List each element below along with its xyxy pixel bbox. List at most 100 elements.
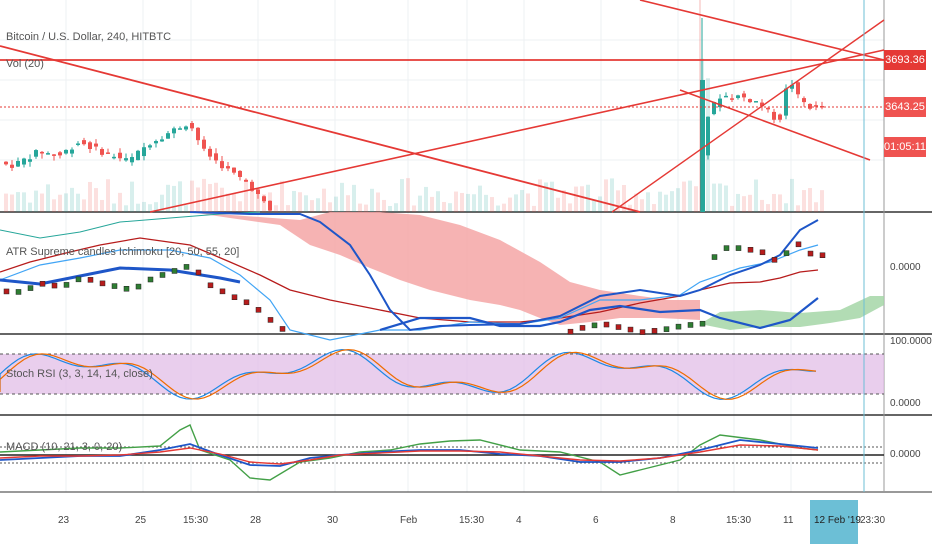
candle xyxy=(778,114,782,120)
candle xyxy=(22,158,26,165)
atr-candle xyxy=(567,328,574,335)
candle xyxy=(706,116,710,156)
volume-bar xyxy=(682,181,686,212)
candle xyxy=(244,179,248,182)
atr-candle xyxy=(663,326,670,332)
candle xyxy=(742,93,746,98)
volume-bar xyxy=(196,187,200,212)
candle xyxy=(784,88,788,116)
time-tick: 28 xyxy=(250,515,262,526)
price-tag-current: 3643.25 xyxy=(884,97,926,117)
volume-bar xyxy=(532,205,536,212)
volume-bar xyxy=(316,198,320,212)
volume-bar xyxy=(550,181,554,212)
volume-bar xyxy=(754,179,758,212)
atr-candle xyxy=(111,283,118,289)
candle xyxy=(190,123,194,129)
volume-bar xyxy=(766,204,770,212)
time-tick: 15:30 xyxy=(183,515,209,526)
atr-candle xyxy=(159,272,166,278)
atr-candle xyxy=(183,264,190,270)
volume-bar xyxy=(136,203,140,212)
volume-bar xyxy=(802,190,806,212)
atr-candle xyxy=(651,328,658,334)
time-tick: 4 xyxy=(516,515,522,526)
atr-candle xyxy=(15,289,22,295)
volume-bar xyxy=(628,204,632,212)
time-tick: 25 xyxy=(135,515,147,526)
volume-bar xyxy=(124,205,128,212)
atr-candle xyxy=(639,329,646,335)
volume-bar xyxy=(70,187,74,212)
candle xyxy=(814,105,818,107)
volume-bar xyxy=(400,179,404,212)
atr-candle xyxy=(819,252,826,258)
volume-bar xyxy=(598,196,602,212)
candle xyxy=(808,103,812,109)
volume-bar xyxy=(694,186,698,212)
atr-candle xyxy=(51,282,58,289)
volume-bar xyxy=(142,201,146,212)
volume-bar xyxy=(82,199,86,212)
price-tag-countdown: 01:05:11 xyxy=(884,137,926,157)
atr-candle xyxy=(735,245,742,251)
volume-bar xyxy=(286,205,290,212)
volume-bar xyxy=(388,205,392,212)
candle xyxy=(16,160,20,167)
atr-candle xyxy=(807,250,814,257)
candle xyxy=(766,107,770,110)
volume-bar xyxy=(748,194,752,212)
volume-bar xyxy=(376,192,380,212)
volume-bar xyxy=(226,193,230,212)
ichimoku-bull-cloud xyxy=(700,296,884,330)
candle xyxy=(58,152,62,156)
atr-candle xyxy=(279,326,286,332)
atr-candle xyxy=(759,249,766,256)
volume-bar xyxy=(406,178,410,212)
candle xyxy=(172,128,176,134)
atr-candle xyxy=(747,247,754,253)
current-date-label: 12 Feb '19 xyxy=(814,515,861,526)
atr-candle xyxy=(39,281,46,287)
atr-candle xyxy=(711,254,718,260)
atr-candle xyxy=(195,269,202,276)
atr-candle xyxy=(171,268,178,274)
candle xyxy=(802,98,806,103)
volume-bar xyxy=(658,191,662,212)
volume-bar xyxy=(562,190,566,212)
atr-candle xyxy=(147,276,154,283)
volume-bar xyxy=(244,179,248,212)
volume-bar xyxy=(382,199,386,212)
candle xyxy=(196,127,200,141)
volume-bar xyxy=(130,181,134,212)
candle xyxy=(238,170,242,177)
candle xyxy=(748,99,752,103)
atr-candle xyxy=(723,245,730,251)
candle xyxy=(124,158,128,161)
volume-bar xyxy=(274,205,278,212)
volume-bar xyxy=(676,188,680,212)
candle xyxy=(202,139,206,149)
atr-candle xyxy=(255,307,262,313)
volume-bar xyxy=(742,196,746,212)
atr-candle xyxy=(603,321,610,328)
volume-bar xyxy=(184,205,188,212)
candle xyxy=(754,101,758,103)
volume-bar xyxy=(298,192,302,212)
candle xyxy=(220,161,224,169)
volume-bar xyxy=(88,181,92,212)
volume-bar xyxy=(790,178,794,212)
candle xyxy=(100,148,104,155)
volume-bar xyxy=(568,203,572,212)
atr-zero-label: 0.0000 xyxy=(890,262,921,273)
candle xyxy=(70,149,74,154)
volume-bar xyxy=(34,190,38,212)
volume-bar xyxy=(166,184,170,212)
candle xyxy=(760,102,764,107)
volume-bar xyxy=(94,188,98,212)
macd-label: MACD (10, 21, 3, 0, 20) xyxy=(6,441,123,453)
stoch-k-line xyxy=(0,348,817,400)
price-tag-resistance: 3693.36 xyxy=(884,50,926,70)
